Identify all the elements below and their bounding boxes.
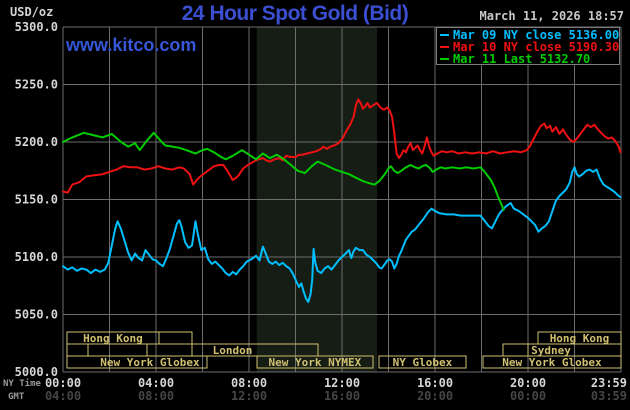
mar11-line bbox=[62, 131, 505, 211]
session-bar bbox=[378, 355, 467, 369]
legend-label: Mar 09 NY close 5136.00 bbox=[453, 28, 620, 42]
session-bar bbox=[256, 355, 374, 369]
session-bar bbox=[502, 343, 529, 357]
session-bar-label: New York NYMEX bbox=[269, 356, 362, 369]
legend-row-mar10: Mar 10 NY close 5190.30 bbox=[440, 41, 619, 53]
session-bar bbox=[158, 331, 193, 345]
session-bar bbox=[66, 355, 208, 369]
y-tick-label: 5050.0 bbox=[15, 308, 58, 322]
legend-box: Mar 09 NY close 5136.00 Mar 10 NY close … bbox=[436, 27, 620, 65]
mar10-line bbox=[62, 98, 622, 194]
y-axis-tick-labels: 5300.0 5250.0 5200.0 5150.0 5100.0 5050.0 5000… bbox=[15, 20, 58, 379]
session-bar-label: New York Globex bbox=[502, 356, 602, 369]
ny-time-tick: 08:00 bbox=[231, 376, 267, 390]
gmt-tick: 03:59 bbox=[591, 389, 627, 403]
ny-time-tick: 12:00 bbox=[324, 376, 360, 390]
session-bar-label: New York Globex bbox=[100, 356, 200, 369]
ny-time-tick: 20:00 bbox=[510, 376, 546, 390]
session-bar-label: NY Globex bbox=[393, 356, 453, 369]
legend-row-mar09: Mar 09 NY close 5136.00 bbox=[440, 29, 619, 41]
y-tick-label: 5250.0 bbox=[15, 78, 58, 92]
session-bar bbox=[146, 343, 319, 357]
ny-time-axis-label: NY Time bbox=[3, 379, 41, 389]
grid-lines bbox=[62, 26, 622, 373]
gmt-tick: 16:00 bbox=[324, 389, 360, 403]
mar09-line bbox=[62, 166, 622, 303]
gmt-tick: 08:00 bbox=[138, 389, 174, 403]
y-tick-label: 5100.0 bbox=[15, 250, 58, 264]
gmt-tick: 12:00 bbox=[231, 389, 267, 403]
legend-label: Mar 11 Last 5132.70 bbox=[453, 52, 591, 66]
kitco-watermark-link[interactable]: www.kitco.com bbox=[66, 35, 197, 55]
price-series bbox=[62, 98, 622, 303]
legend-dash-icon bbox=[440, 45, 449, 48]
y-tick-label: 5150.0 bbox=[15, 193, 58, 207]
x-axis-tick-labels: 00:0004:0004:0008:0008:0012:0012:0016:00… bbox=[45, 376, 627, 403]
session-bar-label: Sydney bbox=[531, 344, 571, 357]
legend-dash-icon bbox=[440, 33, 449, 36]
session-bar bbox=[482, 355, 622, 369]
legend-dash-icon bbox=[440, 57, 449, 60]
datetime-label: March 11, 2026 18:57 bbox=[479, 9, 625, 23]
gmt-tick: 20:00 bbox=[417, 389, 453, 403]
page-title: 24 Hour Spot Gold (Bid) bbox=[181, 2, 409, 25]
legend-row-mar11: Mar 11 Last 5132.70 bbox=[440, 53, 619, 65]
ny-time-tick: 16:00 bbox=[417, 376, 453, 390]
y-tick-label: 5000.0 bbox=[15, 365, 58, 379]
y-tick-label: 5300.0 bbox=[15, 20, 58, 34]
session-bar-label: Hong Kong bbox=[550, 332, 610, 345]
y-tick-label: 5200.0 bbox=[15, 135, 58, 149]
gmt-tick: 04:00 bbox=[45, 389, 81, 403]
session-bar-label: Hong Kong bbox=[83, 332, 143, 345]
ny-time-tick: 04:00 bbox=[138, 376, 174, 390]
unit-label: USD/oz bbox=[10, 5, 54, 19]
gmt-tick: 00:00 bbox=[510, 389, 546, 403]
session-bar bbox=[66, 343, 89, 357]
gmt-axis-label: GMT bbox=[8, 392, 25, 402]
session-bar bbox=[87, 343, 148, 357]
session-bar-label: London bbox=[213, 344, 253, 357]
ny-time-tick: 00:00 bbox=[45, 376, 81, 390]
legend-label: Mar 10 NY close 5190.30 bbox=[453, 40, 620, 54]
ny-time-tick: 23:59 bbox=[591, 376, 627, 390]
